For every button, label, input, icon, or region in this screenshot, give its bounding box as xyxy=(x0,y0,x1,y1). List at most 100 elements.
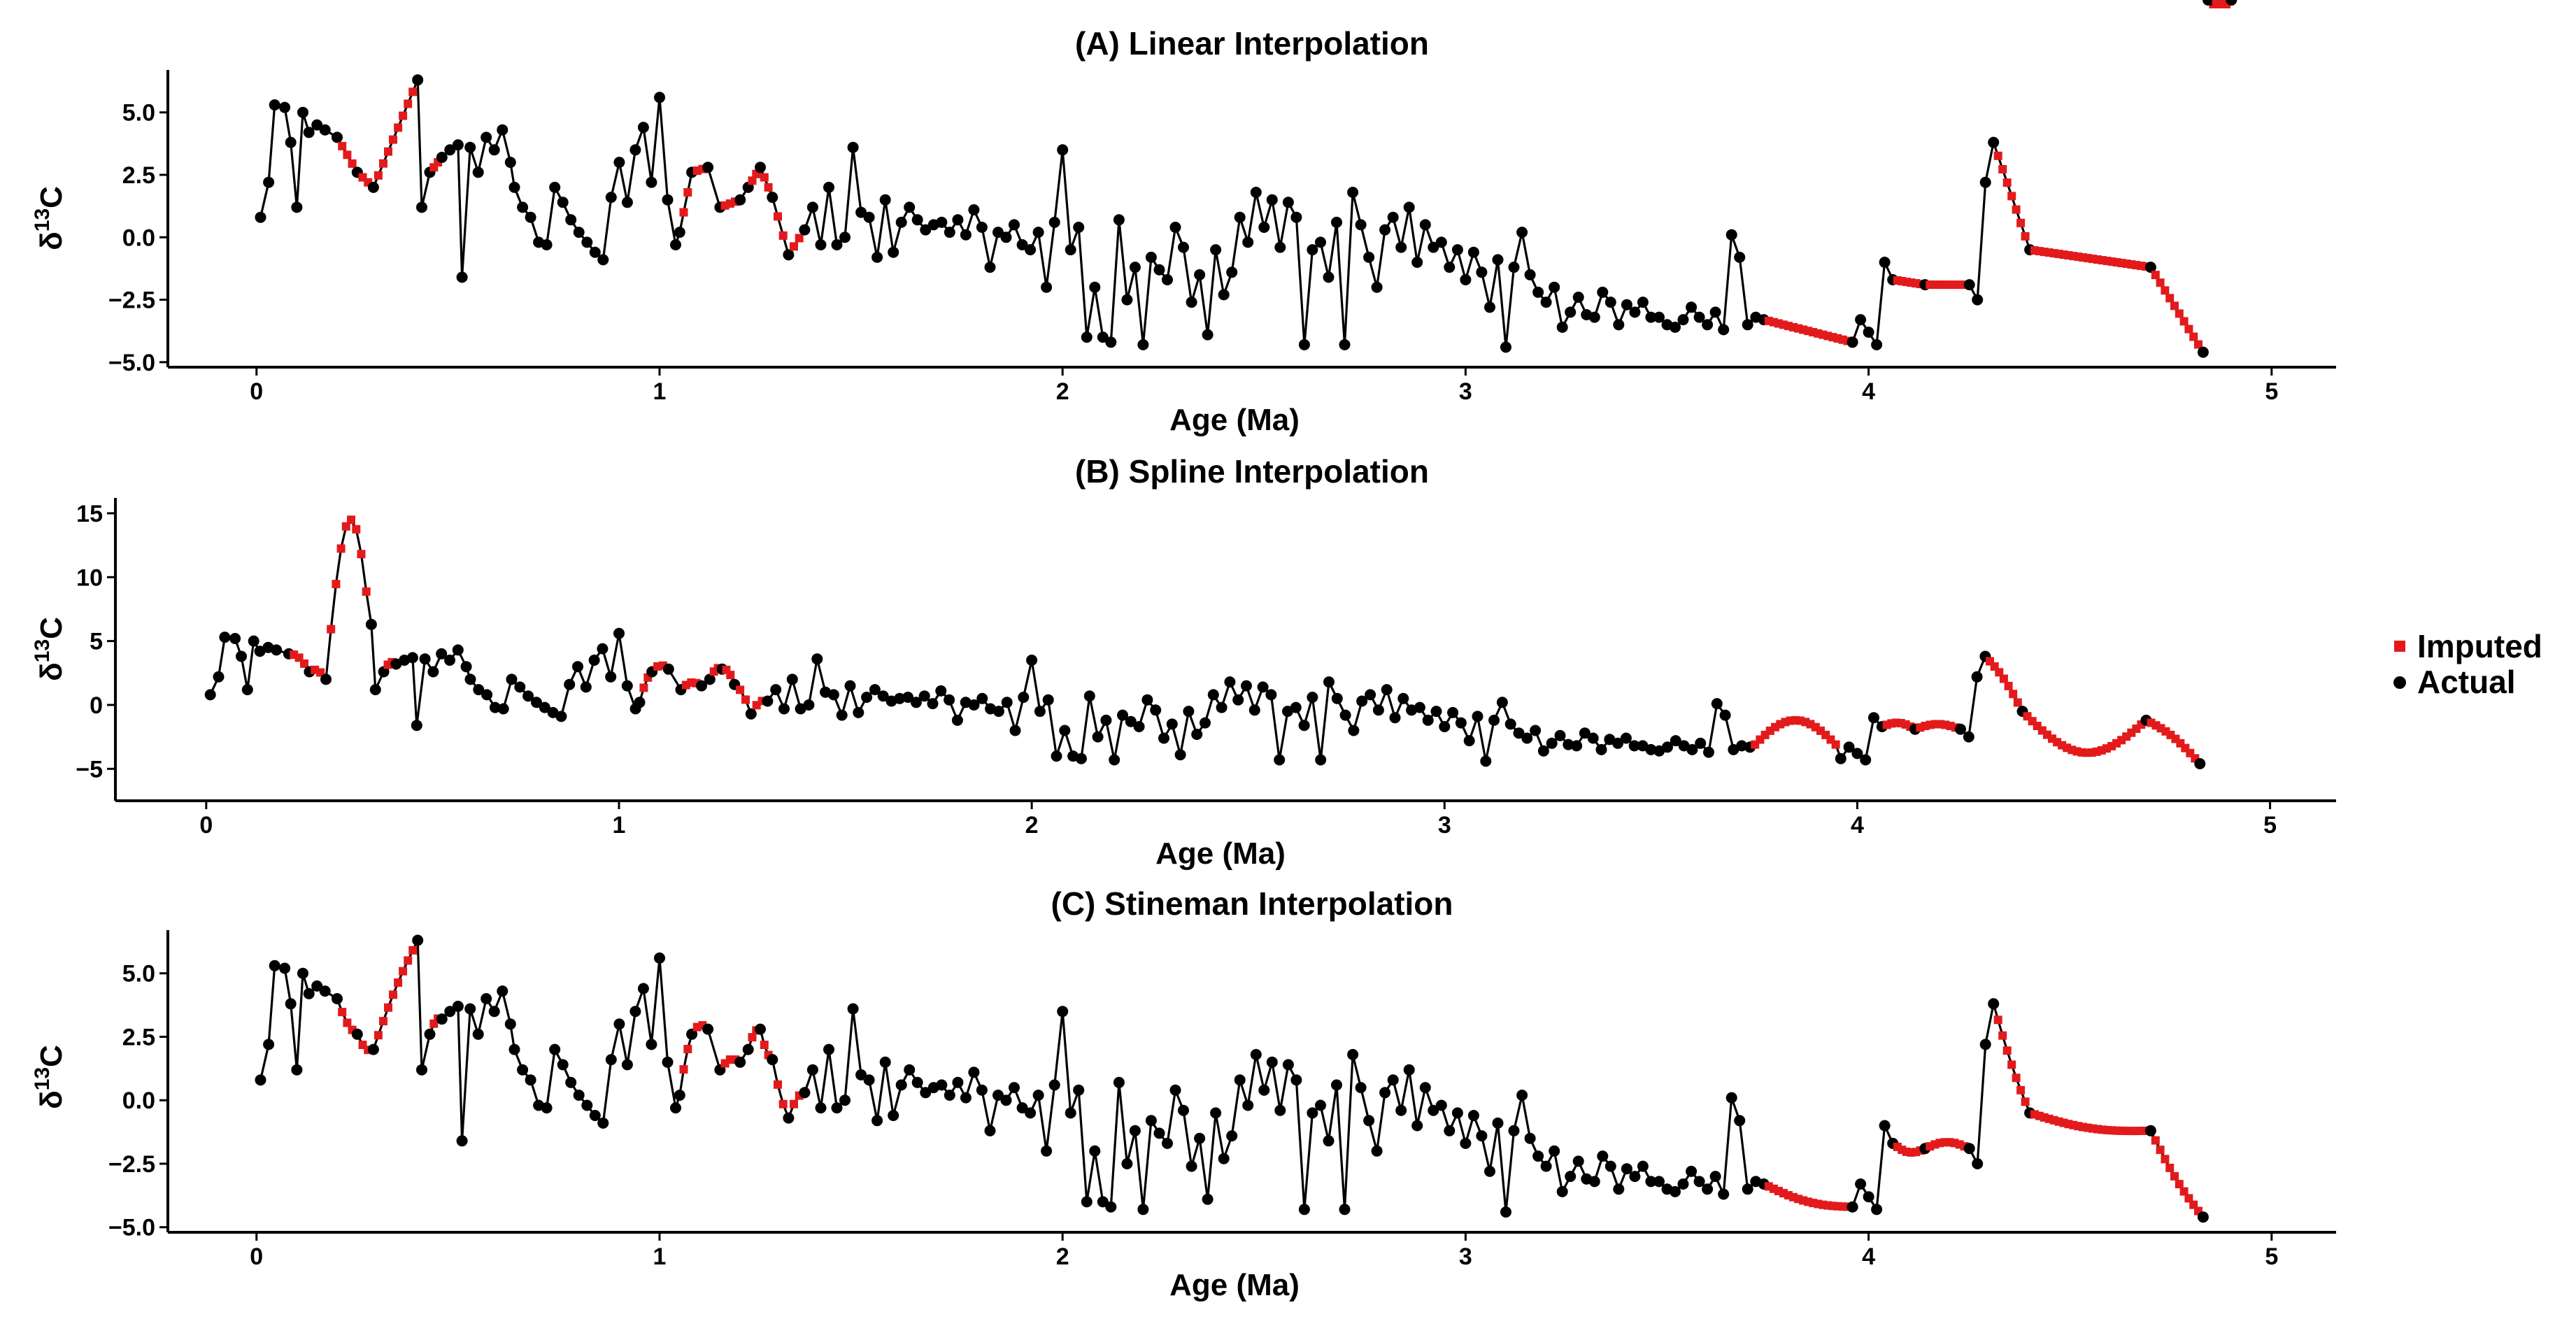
actual-point xyxy=(452,139,464,151)
actual-point xyxy=(1718,1188,1730,1200)
imputed-point xyxy=(348,159,357,168)
legend-key-imputed xyxy=(2394,641,2405,652)
actual-point xyxy=(1125,715,1137,727)
x-tick-label: 1 xyxy=(653,1243,667,1270)
actual-point xyxy=(1372,704,1384,716)
imputed-point xyxy=(327,625,336,634)
actual-point xyxy=(1365,689,1376,701)
actual-point xyxy=(1419,219,1431,231)
imputed-point xyxy=(2009,690,2018,699)
actual-point xyxy=(839,1095,851,1106)
actual-point xyxy=(1250,1048,1262,1060)
imputed-point xyxy=(408,946,418,955)
x-axis-title: Age (Ma) xyxy=(1155,836,1286,871)
actual-point xyxy=(976,1084,988,1096)
actual-point xyxy=(755,1023,766,1035)
actual-point xyxy=(1428,1104,1439,1116)
actual-point xyxy=(1662,741,1673,753)
actual-point xyxy=(770,684,782,696)
actual-point xyxy=(291,201,303,213)
imputed-point xyxy=(362,587,371,596)
imputed-point xyxy=(2021,231,2030,241)
actual-point xyxy=(1315,1099,1326,1111)
actual-point xyxy=(836,709,848,721)
actual-point xyxy=(279,101,291,113)
actual-point xyxy=(1588,311,1600,323)
actual-point xyxy=(2226,0,2237,6)
actual-point xyxy=(1629,306,1641,318)
actual-point xyxy=(920,224,932,236)
imputed-point xyxy=(2189,332,2198,341)
actual-point xyxy=(412,74,424,86)
actual-point xyxy=(1587,732,1599,744)
actual-point xyxy=(1500,341,1511,353)
x-tick-label: 5 xyxy=(2265,1243,2278,1270)
actual-point xyxy=(1166,718,1178,730)
actual-point xyxy=(968,1067,980,1078)
actual-point xyxy=(525,211,536,223)
imputed-point xyxy=(679,208,688,217)
actual-point xyxy=(918,690,930,702)
imputed-point xyxy=(2165,294,2175,303)
imputed-point xyxy=(336,544,346,553)
actual-point xyxy=(517,1064,529,1076)
actual-point xyxy=(1331,692,1343,704)
imputed-point xyxy=(389,990,397,999)
actual-point xyxy=(871,1115,883,1127)
actual-point xyxy=(815,239,827,250)
actual-point xyxy=(1430,706,1442,718)
imputed-point xyxy=(2184,1194,2193,1203)
actual-point xyxy=(229,633,241,644)
x-tick-label: 3 xyxy=(1459,1243,1472,1270)
actual-point xyxy=(1612,737,1624,749)
actual-point xyxy=(522,690,534,702)
actual-point xyxy=(1403,1064,1415,1076)
actual-point xyxy=(444,1006,456,1018)
imputed-point xyxy=(338,141,347,150)
actual-point xyxy=(1298,720,1310,732)
imputed-point xyxy=(1999,674,2008,683)
actual-point xyxy=(271,644,283,656)
actual-point xyxy=(1257,681,1269,693)
actual-point xyxy=(927,698,939,710)
actual-point xyxy=(1670,735,1681,747)
actual-point xyxy=(1290,701,1302,713)
actual-point xyxy=(952,1076,964,1088)
actual-point xyxy=(1604,297,1616,308)
actual-point xyxy=(871,251,883,263)
y-tick-label: 2.5 xyxy=(122,162,155,189)
actual-point xyxy=(367,181,379,193)
axes: −5 0 5 10 15 0 1 2 3 4 5 xyxy=(76,498,2336,839)
y-tick-label: −5.0 xyxy=(108,1215,155,1241)
y-tick-label: 5.0 xyxy=(122,100,155,127)
actual-point xyxy=(1232,694,1244,706)
y-tick-label: 15 xyxy=(76,501,103,527)
actual-point xyxy=(1191,729,1203,740)
actual-point xyxy=(1026,655,1038,666)
imputed-point xyxy=(726,671,735,680)
imputed-point xyxy=(764,183,773,192)
actual-point xyxy=(944,1090,955,1101)
actual-point xyxy=(1041,1145,1053,1157)
actual-point xyxy=(1444,1125,1456,1136)
actual-point xyxy=(1604,1160,1616,1172)
actual-point xyxy=(1677,314,1689,326)
x-tick-label: 1 xyxy=(653,378,667,405)
imputed-point xyxy=(2016,1085,2026,1095)
actual-point xyxy=(613,627,625,639)
actual-point xyxy=(1979,176,1991,188)
actual-point xyxy=(269,99,280,110)
actual-point xyxy=(320,673,332,685)
actual-point xyxy=(799,1087,811,1099)
y-tick-label: 5.0 xyxy=(122,961,155,988)
imputed-point xyxy=(760,1041,769,1049)
actual-point xyxy=(303,988,315,999)
actual-point xyxy=(319,985,331,997)
imputed-point xyxy=(2002,178,2012,187)
actual-point xyxy=(588,655,600,666)
actual-point xyxy=(831,239,843,250)
actual-point xyxy=(944,694,955,706)
actual-point xyxy=(1863,1191,1874,1203)
actual-point xyxy=(1226,1130,1238,1142)
actual-point xyxy=(662,1056,674,1068)
